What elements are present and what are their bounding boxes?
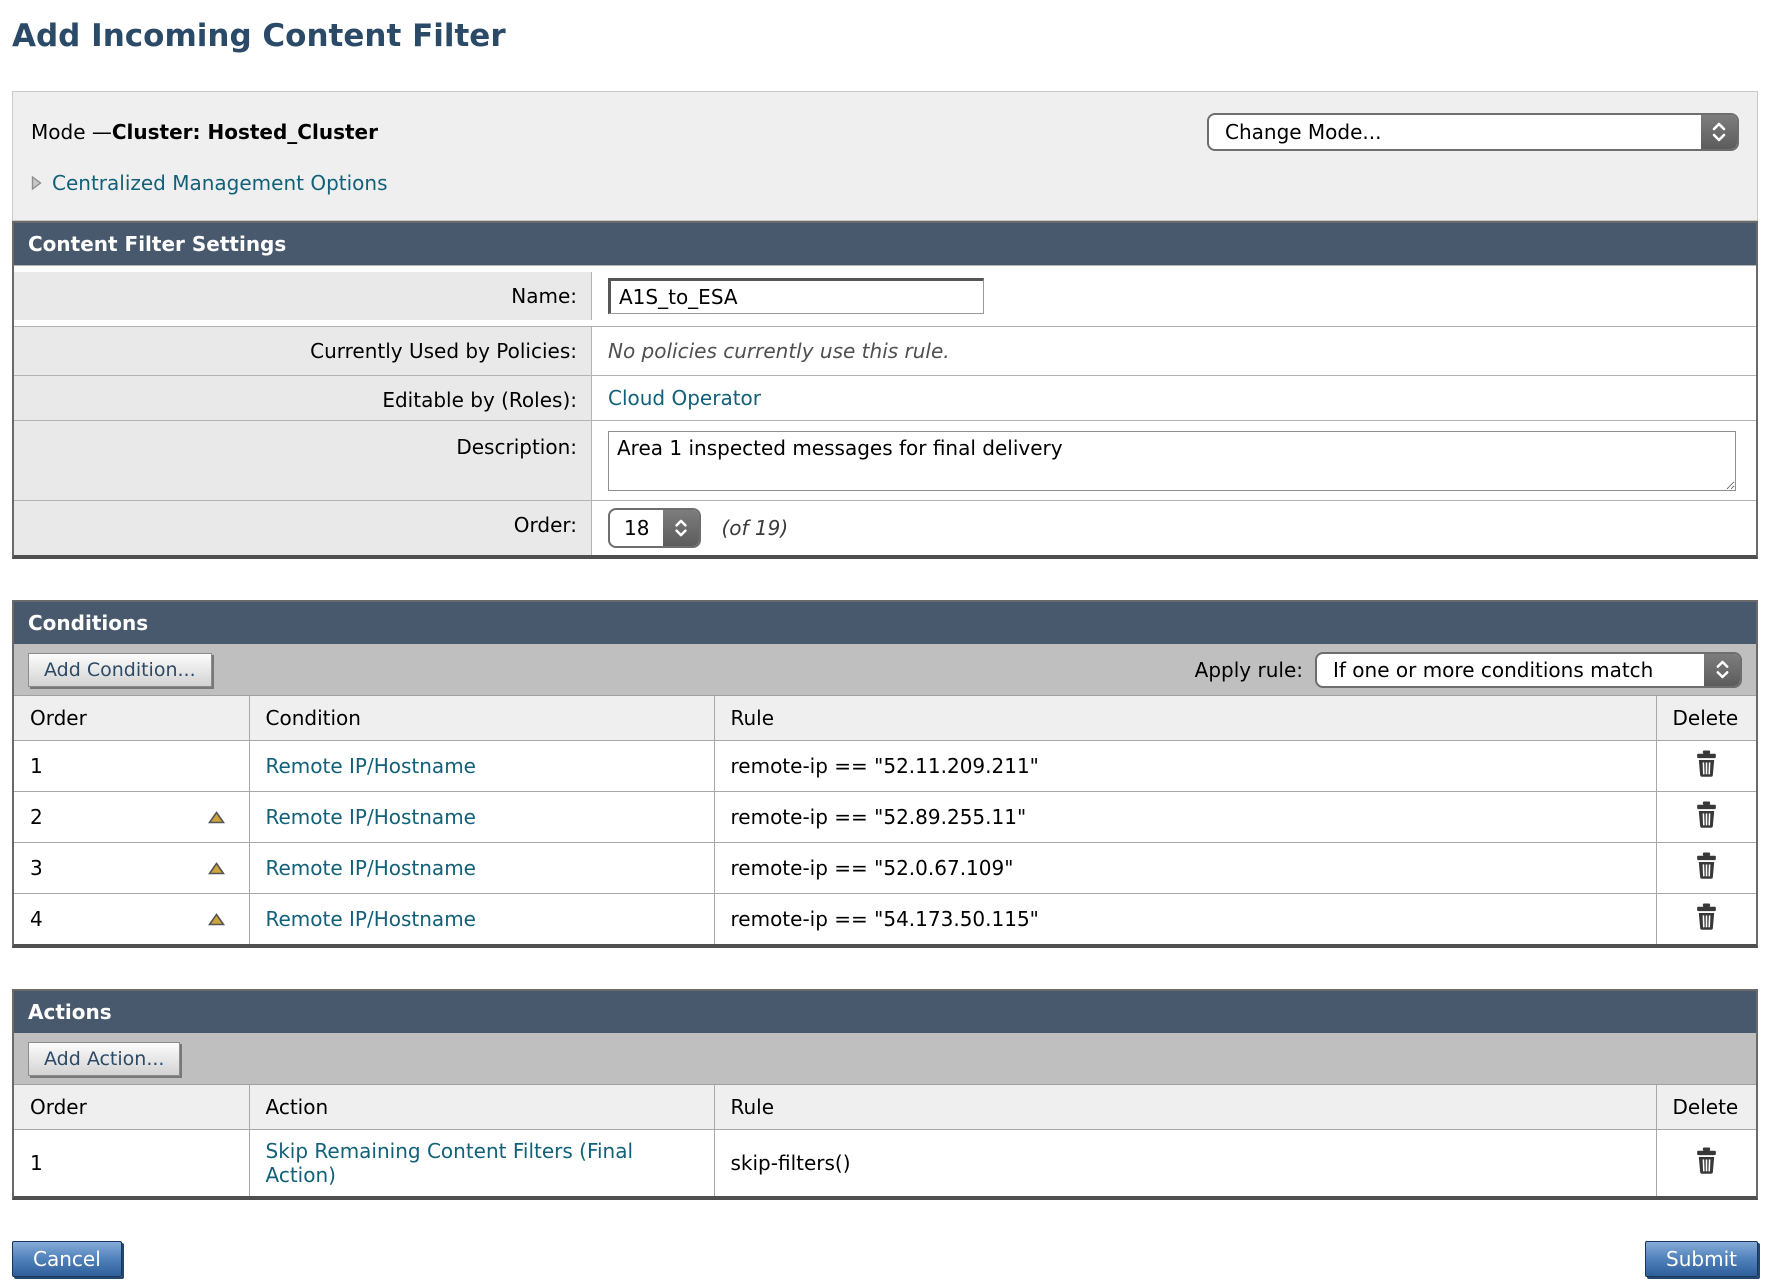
conditions-toolbar: Add Condition... Apply rule: If one or m… <box>14 644 1756 696</box>
disclosure-triangle-icon[interactable] <box>31 175 42 191</box>
col-action: Action <box>249 1085 714 1130</box>
policies-label: Currently Used by Policies: <box>14 327 592 375</box>
page-title: Add Incoming Content Filter <box>12 18 1758 54</box>
table-row: 3 Remote IP/Hostname remote-ip == "52.0.… <box>14 843 1756 894</box>
order-select[interactable]: 18 <box>608 508 701 548</box>
select-chevrons-icon <box>1701 115 1737 149</box>
policies-value: No policies currently use this rule. <box>608 339 950 363</box>
order-row: Order: 18 (of 19) <box>14 500 1756 555</box>
conditions-section-header: Conditions <box>14 602 1756 644</box>
table-row: 2 Remote IP/Hostname remote-ip == "52.89… <box>14 792 1756 843</box>
change-mode-select[interactable]: Change Mode... <box>1207 113 1739 151</box>
condition-link[interactable]: Remote IP/Hostname <box>266 856 476 880</box>
name-row: Name: <box>14 265 1756 326</box>
condition-rule: remote-ip == "52.11.209.211" <box>731 754 1039 778</box>
order-select-value: 18 <box>610 516 663 540</box>
col-order: Order <box>14 1085 249 1130</box>
editable-roles-label: Editable by (Roles): <box>14 376 592 420</box>
name-label: Name: <box>14 272 592 320</box>
add-condition-button[interactable]: Add Condition... <box>28 653 212 687</box>
action-rule: skip-filters() <box>731 1151 851 1175</box>
move-up-icon[interactable] <box>208 862 225 875</box>
condition-order: 4 <box>30 907 43 931</box>
actions-section: Actions Add Action... Order Action Rule … <box>12 989 1758 1200</box>
description-label: Description: <box>14 421 592 500</box>
action-link[interactable]: Skip Remaining Content Filters (Final Ac… <box>266 1139 634 1187</box>
order-total: (of 19) <box>721 516 788 540</box>
actions-section-header: Actions <box>14 991 1756 1033</box>
cloud-operator-link[interactable]: Cloud Operator <box>608 386 761 410</box>
table-row: 1 Skip Remaining Content Filters (Final … <box>14 1130 1756 1197</box>
select-chevrons-icon <box>663 510 699 546</box>
col-delete: Delete <box>1656 696 1756 741</box>
conditions-section: Conditions Add Condition... Apply rule: … <box>12 600 1758 948</box>
editable-roles-row: Editable by (Roles): Cloud Operator <box>14 375 1756 420</box>
mode-panel: Mode —Cluster: Hosted_Cluster Change Mod… <box>12 91 1758 221</box>
description-row: Description: Area 1 inspected messages f… <box>14 420 1756 500</box>
condition-link[interactable]: Remote IP/Hostname <box>266 805 476 829</box>
table-row: 1 Remote IP/Hostname remote-ip == "52.11… <box>14 741 1756 792</box>
order-label: Order: <box>14 501 592 555</box>
content-filter-settings-section: Content Filter Settings Name: Currently … <box>12 221 1758 559</box>
settings-section-header: Content Filter Settings <box>14 223 1756 265</box>
conditions-header-row: Order Condition Rule Delete <box>14 696 1756 741</box>
condition-order: 2 <box>30 805 43 829</box>
delete-trash-icon[interactable] <box>1694 801 1719 828</box>
conditions-table: Order Condition Rule Delete 1 Remote IP/… <box>14 696 1756 944</box>
delete-trash-icon[interactable] <box>1694 750 1719 777</box>
condition-link[interactable]: Remote IP/Hostname <box>266 754 476 778</box>
select-chevrons-icon <box>1704 654 1740 686</box>
submit-button[interactable]: Submit <box>1645 1241 1758 1277</box>
delete-trash-icon[interactable] <box>1694 852 1719 879</box>
mode-label: Mode — <box>31 120 112 144</box>
policies-row: Currently Used by Policies: No policies … <box>14 326 1756 375</box>
col-delete: Delete <box>1656 1085 1756 1130</box>
name-input[interactable] <box>608 278 984 314</box>
footer: Cancel Submit <box>12 1241 1758 1287</box>
col-condition: Condition <box>249 696 714 741</box>
delete-trash-icon[interactable] <box>1694 1147 1719 1174</box>
centralized-management-row: Centralized Management Options <box>31 171 1741 195</box>
change-mode-value: Change Mode... <box>1209 120 1701 144</box>
description-textarea[interactable]: Area 1 inspected messages for final deli… <box>608 431 1736 491</box>
cancel-button[interactable]: Cancel <box>12 1241 122 1277</box>
condition-order: 1 <box>30 754 43 778</box>
cluster-name: Cluster: Hosted_Cluster <box>112 120 378 144</box>
condition-link[interactable]: Remote IP/Hostname <box>266 907 476 931</box>
actions-table: Order Action Rule Delete 1 Skip Remainin… <box>14 1085 1756 1196</box>
condition-rule: remote-ip == "52.89.255.11" <box>731 805 1027 829</box>
actions-toolbar: Add Action... <box>14 1033 1756 1085</box>
move-up-icon[interactable] <box>208 913 225 926</box>
centralized-management-link[interactable]: Centralized Management Options <box>52 171 388 195</box>
condition-rule: remote-ip == "54.173.50.115" <box>731 907 1039 931</box>
col-rule: Rule <box>714 696 1656 741</box>
delete-trash-icon[interactable] <box>1694 903 1719 930</box>
move-up-icon[interactable] <box>208 811 225 824</box>
apply-rule-label: Apply rule: <box>1195 658 1303 682</box>
col-order: Order <box>14 696 249 741</box>
table-row: 4 Remote IP/Hostname remote-ip == "54.17… <box>14 894 1756 945</box>
add-action-button[interactable]: Add Action... <box>28 1042 180 1076</box>
apply-rule-select[interactable]: If one or more conditions match <box>1315 652 1742 688</box>
actions-header-row: Order Action Rule Delete <box>14 1085 1756 1130</box>
condition-order: 3 <box>30 856 43 880</box>
condition-rule: remote-ip == "52.0.67.109" <box>731 856 1014 880</box>
action-order: 1 <box>30 1151 43 1175</box>
col-rule: Rule <box>714 1085 1656 1130</box>
apply-rule-value: If one or more conditions match <box>1317 658 1704 682</box>
